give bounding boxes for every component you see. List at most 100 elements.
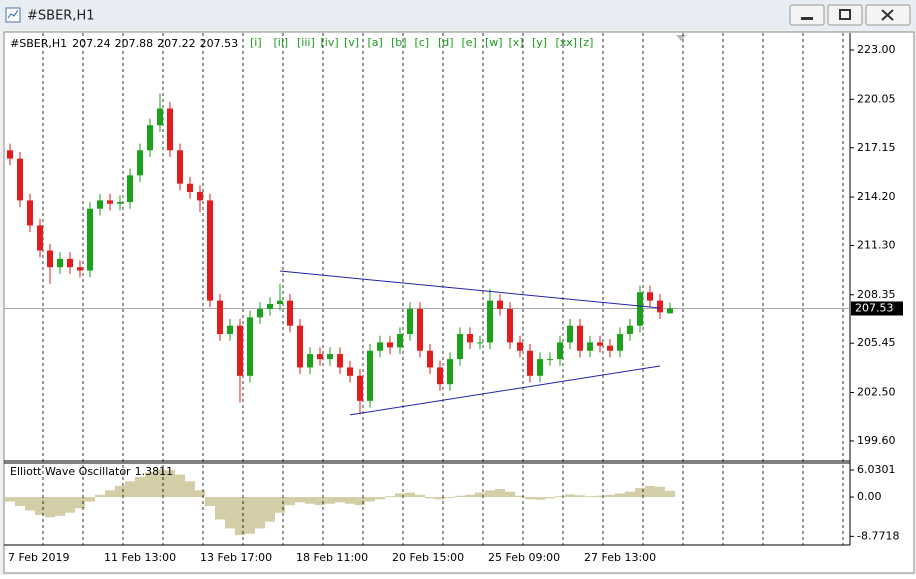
candle-body: [207, 200, 213, 301]
close-button[interactable]: [865, 4, 911, 26]
price-label-box: [851, 301, 903, 316]
x-tick-label: 7 Feb 2019: [8, 551, 69, 564]
wave-label: [x]: [509, 36, 524, 49]
x-tick-label: 25 Feb 09:00: [488, 551, 560, 564]
candle-body: [327, 354, 333, 360]
y-tick-label: 220.05: [857, 92, 896, 105]
candle-body: [227, 325, 233, 335]
candle-body: [307, 354, 313, 368]
wave-label: [e]: [462, 36, 477, 49]
candle-body: [217, 300, 223, 335]
chart-header: #SBER,H1 207.24 207.88 207.22 207.53: [10, 37, 238, 50]
wave-label: [y]: [532, 36, 547, 49]
restore-icon[interactable]: [839, 9, 851, 20]
y-tick-label: -8.7718: [857, 529, 899, 542]
y-tick-label: 6.0301: [857, 463, 896, 476]
candle-body: [457, 334, 463, 360]
y-tick-label: 214.20: [857, 190, 896, 203]
candle-body: [27, 200, 33, 226]
wave-label: [w]: [485, 36, 503, 49]
last-close: 207.53: [200, 37, 239, 50]
y-tick-label: 199.60: [857, 434, 896, 447]
candle-body: [127, 175, 133, 203]
x-tick-label: 18 Feb 11:00: [296, 551, 368, 564]
y-tick-label: 205.45: [857, 336, 896, 349]
symbol: #SBER,H1: [10, 37, 67, 50]
candle-body: [377, 342, 383, 351]
candle-body: [417, 308, 423, 351]
button-frame[interactable]: [827, 4, 863, 26]
wave-label: [iii]: [297, 36, 315, 49]
candle-body: [517, 342, 523, 351]
candle-body: [167, 108, 173, 151]
last-low: 207.22: [157, 37, 196, 50]
candle-body: [577, 325, 583, 351]
candle-body: [147, 125, 153, 151]
candle-body: [157, 108, 163, 126]
candle-body: [77, 267, 83, 271]
candle-body: [597, 342, 603, 346]
y-tick-label: 208.35: [857, 288, 896, 301]
window-title: #SBER,H1: [27, 9, 95, 24]
candle-body: [387, 342, 393, 348]
wave-label: [b]: [391, 36, 407, 49]
candle-body: [447, 359, 453, 385]
candle-body: [297, 325, 303, 368]
candle-body: [537, 359, 543, 376]
y-tick-label: 223.00: [857, 43, 896, 56]
candle-body: [607, 345, 613, 351]
candle-body: [187, 183, 193, 193]
x-tick-label: 11 Feb 13:00: [104, 551, 176, 564]
close-icon[interactable]: [881, 9, 894, 21]
candle-body: [637, 292, 643, 326]
candle-body: [527, 350, 533, 376]
last-open: 207.24: [72, 37, 111, 50]
candle-body: [237, 325, 243, 376]
wave-label: [xx]: [556, 36, 578, 49]
candle-body: [287, 300, 293, 326]
wave-label: [v]: [344, 36, 359, 49]
candle-body: [507, 308, 513, 343]
y-tick-label: 217.15: [857, 141, 896, 154]
candle-body: [47, 250, 53, 268]
indicator-value: 1.3811: [135, 465, 174, 478]
candle-body: [397, 334, 403, 348]
candle-body: [667, 308, 673, 314]
x-tick-label: 20 Feb 15:00: [392, 551, 464, 564]
candle-body: [57, 258, 63, 268]
candle-body: [477, 342, 483, 344]
wave-label: [ii]: [274, 36, 289, 49]
candle-body: [107, 200, 113, 204]
candle-body: [357, 375, 363, 401]
candle-body: [407, 308, 413, 335]
candle-body: [627, 325, 633, 335]
candle-body: [117, 202, 123, 204]
candle-body: [97, 200, 103, 209]
candle-body: [467, 334, 473, 343]
last-high: 207.88: [115, 37, 154, 50]
candle-body: [367, 350, 373, 401]
candle-body: [87, 208, 93, 271]
minimize-button[interactable]: [789, 4, 825, 26]
wave-label: [i]: [250, 36, 262, 49]
y-tick-label: 202.50: [857, 386, 896, 399]
candle-body: [317, 354, 323, 360]
trendline: [279, 270, 661, 309]
candle-body: [267, 303, 273, 309]
candle-body: [497, 300, 503, 309]
minimize-icon[interactable]: [801, 17, 813, 20]
candle-body: [557, 342, 563, 360]
candle-body: [37, 225, 43, 251]
candle-body: [257, 308, 263, 318]
restore-button[interactable]: [827, 4, 863, 26]
wave-label: [iv]: [321, 36, 339, 49]
x-tick-label: 27 Feb 13:00: [584, 551, 656, 564]
candle-body: [437, 367, 443, 385]
button-frame[interactable]: [789, 4, 825, 26]
wave-label: [a]: [368, 36, 383, 49]
indicator-header: Elliott Wave Oscillator 1.3811: [10, 465, 173, 478]
x-tick-label: 13 Feb 17:00: [200, 551, 272, 564]
candle-body: [277, 300, 283, 304]
candle-body: [587, 342, 593, 351]
